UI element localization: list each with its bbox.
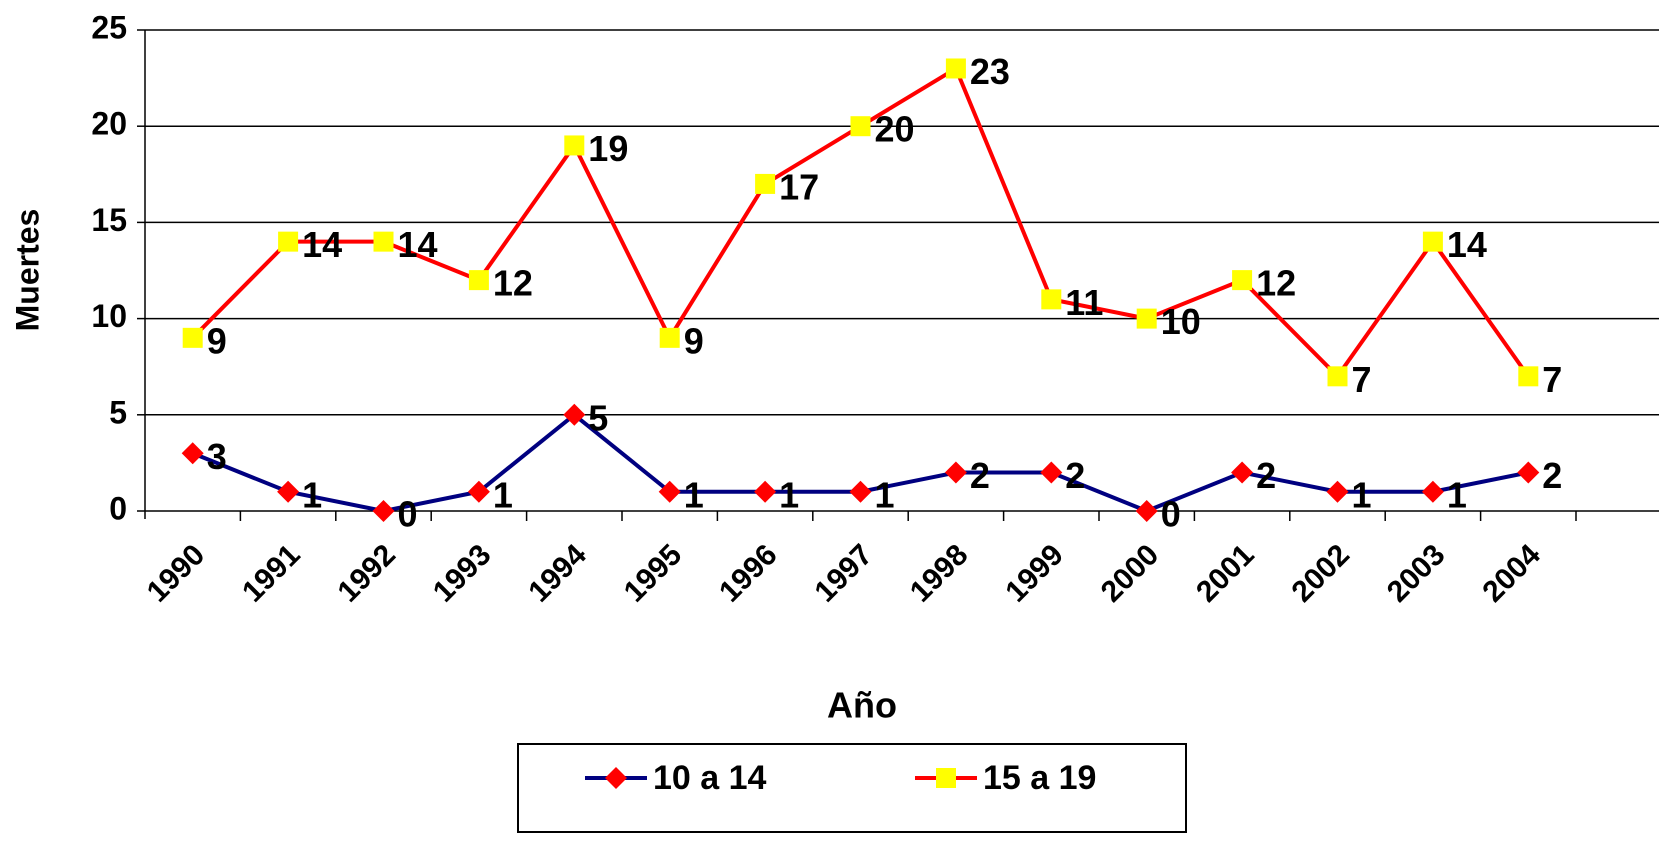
- x-tick-label: 2000: [1095, 538, 1166, 609]
- data-label: 1: [875, 474, 895, 515]
- data-label: 3: [207, 436, 227, 477]
- data-label: 1: [493, 474, 513, 515]
- data-point: [1040, 461, 1063, 484]
- data-label: 1: [779, 474, 799, 515]
- data-label: 0: [398, 494, 418, 535]
- data-label: 23: [970, 51, 1010, 92]
- data-label: 14: [1447, 224, 1487, 265]
- data-label: 9: [207, 320, 227, 361]
- data-label: 1: [1352, 474, 1372, 515]
- data-label: 12: [493, 263, 533, 304]
- x-axis-title: Año: [827, 685, 897, 726]
- y-tick-label: 10: [91, 298, 127, 334]
- y-axis-title: Muertes: [9, 209, 45, 332]
- y-tick-label: 5: [109, 394, 127, 430]
- data-point: [181, 442, 204, 465]
- x-tick-label: 1991: [236, 538, 307, 609]
- data-label: 1: [1447, 474, 1467, 515]
- x-tick-label: 1992: [332, 538, 403, 609]
- x-tick-label: 1990: [141, 538, 212, 609]
- data-point: [849, 480, 872, 503]
- data-label: 14: [302, 224, 342, 265]
- data-point: [1232, 270, 1253, 291]
- data-label: 2: [1542, 455, 1562, 496]
- x-tick-label: 2001: [1190, 538, 1261, 609]
- data-label: 11: [1065, 282, 1103, 323]
- data-label: 5: [588, 397, 608, 438]
- data-point: [658, 480, 681, 503]
- data-point: [563, 403, 586, 426]
- x-tick-label: 1995: [618, 538, 689, 609]
- data-label: 14: [398, 224, 438, 265]
- data-point: [1041, 289, 1062, 310]
- x-tick-label: 2004: [1476, 538, 1547, 609]
- y-tick-label: 25: [91, 9, 127, 45]
- data-label: 20: [875, 109, 915, 150]
- x-tick-label: 2003: [1381, 538, 1452, 609]
- data-point: [278, 231, 299, 252]
- data-label: 2: [970, 455, 990, 496]
- data-label: 9: [684, 320, 704, 361]
- data-point: [659, 327, 680, 348]
- data-point: [1421, 480, 1444, 503]
- data-point: [468, 270, 489, 291]
- data-point: [372, 500, 395, 522]
- data-point: [564, 135, 585, 156]
- data-point: [1135, 500, 1158, 522]
- data-label: 7: [1352, 359, 1372, 400]
- data-point: [182, 327, 203, 348]
- data-point: [850, 116, 871, 137]
- x-tick-label: 2002: [1286, 538, 1357, 609]
- x-tick-label: 1993: [427, 538, 498, 609]
- data-point: [467, 480, 490, 503]
- data-point: [754, 480, 777, 503]
- data-point: [373, 231, 394, 252]
- legend-marker: [936, 768, 956, 788]
- data-label: 17: [779, 166, 819, 207]
- legend-box: [517, 743, 1187, 833]
- data-label: 2: [1065, 455, 1085, 496]
- x-tick-label: 1999: [999, 538, 1070, 609]
- y-tick-label: 0: [109, 490, 127, 526]
- data-label: 2: [1256, 455, 1276, 496]
- legend-marker: [605, 767, 627, 789]
- data-label: 12: [1256, 263, 1296, 304]
- data-label: 1: [684, 474, 704, 515]
- x-tick-label: 1997: [809, 538, 880, 609]
- data-label: 10: [1161, 301, 1201, 342]
- y-tick-label: 20: [91, 106, 127, 142]
- data-point: [1327, 366, 1348, 387]
- data-label: 19: [588, 128, 628, 169]
- x-tick-label: 1994: [522, 538, 593, 609]
- legend-label: 10 a 14: [653, 759, 767, 797]
- x-tick-label: 1998: [904, 538, 975, 609]
- data-point: [755, 173, 776, 194]
- data-point: [1136, 308, 1157, 329]
- data-point: [945, 58, 966, 79]
- data-point: [944, 461, 967, 484]
- data-point: [1326, 480, 1349, 503]
- data-label: 1: [302, 474, 322, 515]
- legend-label: 15 a 19: [983, 759, 1096, 797]
- data-point: [1517, 461, 1540, 484]
- data-point: [277, 480, 300, 503]
- data-point: [1231, 461, 1254, 484]
- data-point: [1422, 231, 1443, 252]
- y-tick-label: 15: [91, 202, 127, 238]
- x-tick-label: 1996: [713, 538, 784, 609]
- data-label: 0: [1161, 494, 1181, 535]
- data-point: [1518, 366, 1539, 387]
- data-label: 7: [1542, 359, 1562, 400]
